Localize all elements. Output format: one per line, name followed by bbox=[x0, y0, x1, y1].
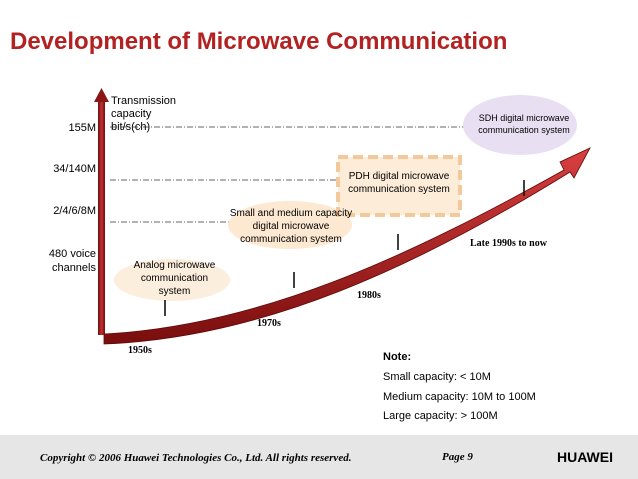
stage-frame-pdh bbox=[336, 155, 462, 217]
page-title: Development of Microwave Communication bbox=[10, 28, 508, 55]
era-label-1970s: 1970s bbox=[257, 318, 281, 329]
y-tick-480-voice: 480 voice channels bbox=[48, 248, 96, 274]
footer-bar bbox=[0, 435, 638, 479]
y-tick-155m: 155M bbox=[68, 122, 96, 134]
stage-bubble-analog bbox=[114, 259, 230, 301]
stage-label-sdh: SDH digital microwave communication syst… bbox=[478, 113, 570, 135]
era-label-1980s: 1980s bbox=[357, 290, 381, 301]
era-ticks bbox=[164, 180, 525, 316]
page-number: Page 9 bbox=[442, 451, 473, 463]
note-heading: Note: bbox=[383, 351, 412, 363]
stage-label-small-medium: Small and medium capacity digital microw… bbox=[229, 208, 353, 245]
copyright-text: Copyright © 2006 Huawei Technologies Co.… bbox=[40, 452, 352, 464]
capacity-guidelines bbox=[110, 126, 470, 223]
brand-name: HUAWEI bbox=[557, 449, 613, 465]
stage-label-pdh: PDH digital microwave communication syst… bbox=[348, 171, 450, 195]
note-line-medium: Medium capacity: 10M to 100M bbox=[383, 391, 536, 403]
stage-bubble-small-medium bbox=[228, 201, 352, 249]
y-axis-arrow bbox=[94, 88, 109, 335]
stage-label-analog: Analog microwave communication system bbox=[133, 260, 216, 297]
era-label-late-1990s: Late 1990s to now bbox=[470, 238, 547, 249]
note-line-large: Large capacity: > 100M bbox=[383, 410, 498, 422]
era-label-1950s: 1950s bbox=[128, 345, 152, 356]
y-axis-label: Transmission capacity bit/s(ch) bbox=[111, 95, 176, 133]
y-tick-34-140m: 34/140M bbox=[53, 163, 96, 175]
note-line-small: Small capacity: < 10M bbox=[383, 371, 491, 383]
stage-bubble-sdh bbox=[463, 95, 577, 155]
y-tick-2-4-6-8m: 2/4/6/8M bbox=[53, 205, 96, 217]
growth-arrow bbox=[103, 147, 591, 345]
